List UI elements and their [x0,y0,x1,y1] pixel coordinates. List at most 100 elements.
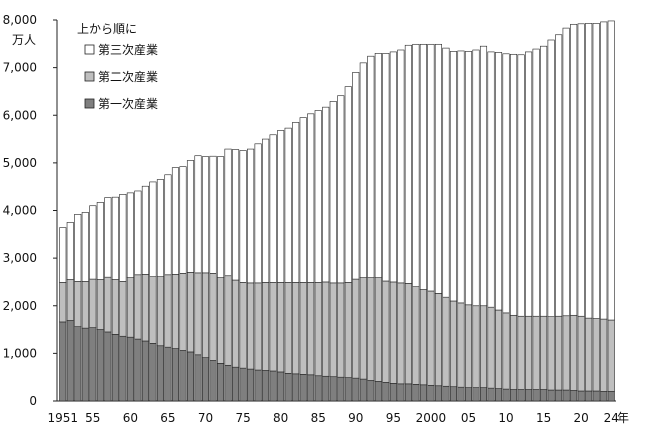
bar-segment-1-2018 [562,389,570,402]
bar-segment-2-1999 [419,289,427,386]
bar-segment-3-1959 [119,194,127,282]
bar-segment-3-2001 [434,43,442,294]
bar-segment-1-1991 [359,378,367,402]
bar-segment-1-1988 [337,376,345,402]
bar-segment-3-1999 [419,43,427,290]
bar-segment-1-1958 [111,334,119,402]
bar-segment-1-1980 [277,371,285,402]
bar-segment-3-1984 [307,113,315,283]
y-unit-label: 万人 [12,33,36,47]
bar-segment-1-1985 [314,375,322,402]
bar-series-group [59,20,615,402]
bar-segment-2-2003 [449,300,457,388]
x-tick-labels: 1951 55 60 65 70 75 80 85 90 95 2000 05 10 15 20 24 [47,411,618,425]
legend-label: 第二次産業 [98,69,158,84]
x-tick-label: 15 [536,411,551,425]
bar-segment-1-2008 [487,387,495,402]
bar-segment-3-1980 [277,130,285,283]
bar-segment-2-2014 [532,315,540,390]
x-axis: 1951 55 60 65 70 75 80 85 90 95 2000 05 10 15 20 24 年 [47,400,629,425]
bar-segment-3-1957 [104,197,112,278]
bar-segment-2-1951 [59,282,67,323]
x-tick-label: 65 [160,411,175,425]
x-tick-label: 2000 [416,411,447,425]
bar-segment-2-1993 [374,277,382,382]
bar-segment-2-1979 [269,282,277,372]
bar-segment-3-1983 [299,117,307,283]
bar-segment-1-1990 [352,377,360,402]
bar-segment-3-2000 [427,43,435,292]
bar-segment-3-2024 [607,20,615,321]
bar-segment-1-2019 [570,390,578,402]
bar-segment-3-1991 [359,62,367,278]
bar-segment-2-1987 [329,282,337,378]
bar-segment-2-1994 [382,280,390,383]
bar-segment-3-2021 [585,23,593,319]
bar-segment-2-1955 [89,278,97,328]
bar-segment-3-1995 [389,51,397,283]
bar-segment-1-1983 [299,374,307,402]
bar-segment-2-1956 [96,279,104,330]
bar-segment-3-1951 [59,227,67,283]
bar-segment-1-1984 [307,374,315,402]
bar-segment-2-1969 [194,272,202,356]
bar-segment-1-2005 [464,387,473,402]
bar-segment-3-1979 [269,134,277,283]
bar-segment-3-1967 [179,166,187,274]
bar-segment-1-1997 [404,383,412,402]
bar-segment-2-1972 [217,277,225,364]
bar-segment-1-1954 [81,327,89,402]
bar-segment-3-2020 [577,23,585,317]
bar-segment-3-1952 [66,222,74,280]
bar-segment-1-2020 [577,390,585,402]
bar-segment-2-2017 [555,315,563,391]
bar-segment-2-2020 [577,315,585,392]
bar-segment-2-1957 [104,276,112,333]
bar-segment-1-1959 [119,335,127,402]
bar-segment-1-1982 [292,373,300,402]
bar-segment-1-1955 [89,327,97,402]
bar-segment-3-1994 [382,53,390,282]
x-tick-label: 1951 [47,411,78,425]
bar-segment-3-1968 [186,160,195,273]
bar-segment-1-1986 [322,375,330,402]
bar-segment-2-2018 [562,315,570,391]
bar-segment-2-1997 [404,283,412,385]
x-tick-label: 95 [386,411,401,425]
x-unit-label: 年 [617,411,629,425]
bar-segment-3-1965 [164,174,172,276]
bar-segment-3-1981 [284,127,292,283]
bar-segment-2-2009 [495,309,503,389]
y-axis: 0 1,000 2,000 3,000 4,000 5,000 6,000 7,000 8,00… [3,13,58,408]
bar-segment-3-1982 [292,122,300,283]
y-tick-label: 2,000 [3,299,37,313]
bar-segment-1-2010 [502,388,510,402]
legend-label: 第三次産業 [98,42,158,57]
bar-segment-2-2007 [479,305,488,388]
x-tick-label: 80 [273,411,288,425]
legend-swatch [84,98,95,109]
bar-segment-3-2016 [547,39,555,318]
bar-segment-3-2014 [532,48,540,317]
bar-segment-3-2008 [487,51,495,308]
bar-segment-1-1968 [186,351,195,402]
bar-segment-3-2006 [472,49,480,307]
bar-segment-3-1998 [412,43,420,288]
bar-segment-3-1953 [74,214,82,282]
bar-segment-1-1979 [269,370,277,402]
bar-segment-1-1998 [412,384,420,402]
bar-segment-1-1994 [382,382,390,402]
bar-segment-1-1981 [284,373,292,402]
bar-segment-2-2023 [600,318,608,392]
bar-segment-3-2007 [479,45,488,307]
bar-segment-3-1977 [254,143,262,284]
bar-segment-2-1976 [247,282,255,370]
bar-segment-1-1989 [344,377,352,402]
bar-segment-3-1990 [352,72,360,280]
bar-segment-1-2002 [442,385,450,402]
bar-segment-3-2017 [555,34,563,317]
bar-segment-2-1985 [314,282,322,377]
